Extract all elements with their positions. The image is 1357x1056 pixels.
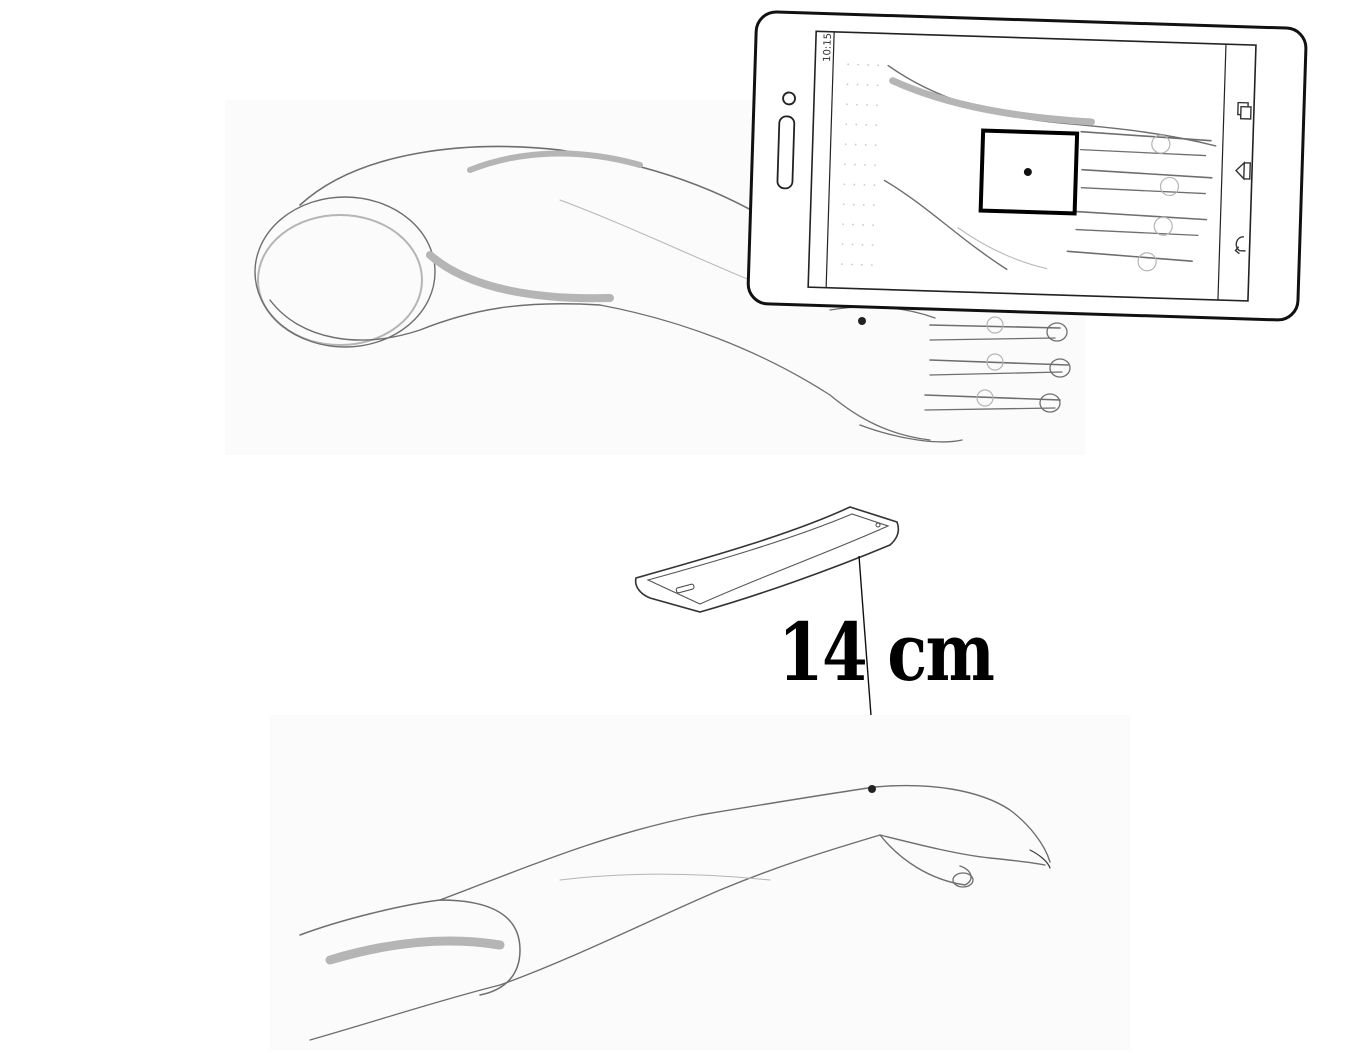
marked-point-bottom [868,785,876,793]
status-time: 10:15 [822,33,834,62]
phone-screen [807,30,1257,302]
bottom-arm-sketch [270,715,1130,1050]
target-frame [978,128,1080,216]
recent-apps-icon[interactable] [1237,101,1252,120]
marked-point-preview [1023,167,1032,176]
floating-phone [634,506,900,613]
phone-device [746,10,1308,322]
home-icon[interactable] [1235,161,1251,181]
camera-icon [782,91,796,106]
back-icon[interactable] [1234,236,1246,255]
marked-point-top [858,317,866,325]
speaker-slot [776,115,796,190]
distance-label: 14 cm [778,605,995,699]
camera-preview-hand [883,64,1217,272]
